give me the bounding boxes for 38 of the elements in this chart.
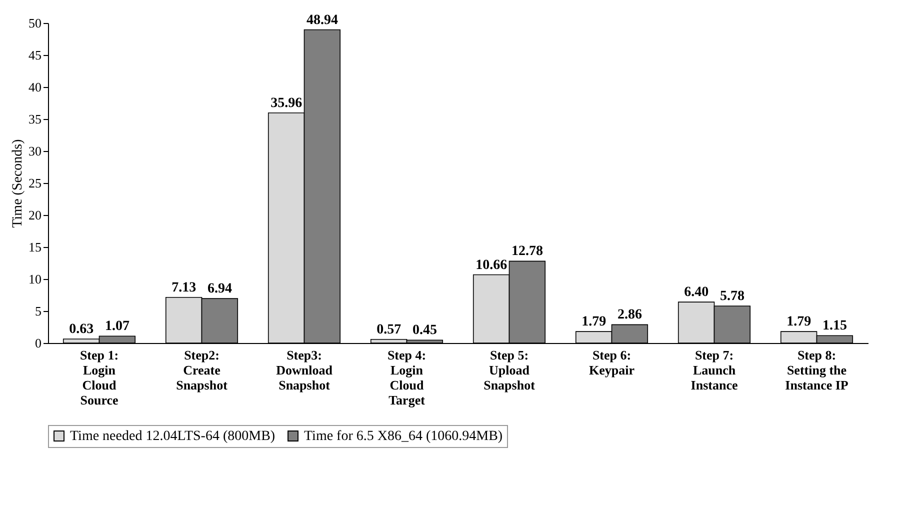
y-tick-label: 10 xyxy=(28,272,42,286)
y-axis-title: Time (Seconds) xyxy=(10,138,26,228)
data-label: 48.94 xyxy=(306,12,338,28)
data-label: 6.40 xyxy=(684,285,709,300)
data-label: 1.07 xyxy=(104,319,130,334)
x-tick-label: Step 5: Upload Snapshot xyxy=(484,348,536,392)
y-tick-label: 25 xyxy=(28,176,42,190)
y-tick-label: 20 xyxy=(28,208,42,222)
data-label: 6.94 xyxy=(207,282,232,297)
legend-label: Time needed 12.04LTS-64 (800MB) xyxy=(70,429,276,444)
data-label: 0.45 xyxy=(412,323,437,338)
y-tick-label: 30 xyxy=(28,144,42,158)
y-tick-label: 40 xyxy=(28,80,42,94)
x-tick-label: Step 4: Login Cloud Target xyxy=(387,348,426,408)
data-label: 1.15 xyxy=(822,318,847,334)
y-tick-label: 5 xyxy=(35,304,42,318)
data-label: 0.57 xyxy=(376,322,402,338)
data-label: 7.13 xyxy=(172,280,196,296)
x-tick-label: Step 6: Keypair xyxy=(589,348,635,378)
x-tick-label: Step 1: Login Cloud Source xyxy=(80,348,119,408)
data-label: 1.79 xyxy=(786,314,812,330)
data-label: 5.78 xyxy=(720,289,744,304)
y-tick-label: 50 xyxy=(28,16,42,30)
legend-label: Time for 6.5 X86_64 (1060.94MB) xyxy=(304,429,503,444)
data-label: 2.86 xyxy=(617,308,642,323)
y-tick-label: 35 xyxy=(28,112,42,126)
data-label: 10.66 xyxy=(476,258,508,273)
y-tick-label: 0 xyxy=(35,336,42,350)
x-tick-label: Step3: Download Snapshot xyxy=(276,348,334,392)
data-label: 12.78 xyxy=(511,244,543,260)
data-label: 0.63 xyxy=(69,322,94,337)
y-tick-label: 15 xyxy=(28,240,42,254)
x-tick-label: Step2: Create Snapshot xyxy=(176,348,228,392)
data-label: 35.96 xyxy=(270,96,302,111)
data-label: 1.79 xyxy=(582,314,606,330)
y-tick-label: 45 xyxy=(28,48,42,62)
x-tick-label: Step 8: Setting the Instance IP xyxy=(785,348,848,392)
x-tick-label: Step 7: Launch Instance xyxy=(690,348,738,392)
